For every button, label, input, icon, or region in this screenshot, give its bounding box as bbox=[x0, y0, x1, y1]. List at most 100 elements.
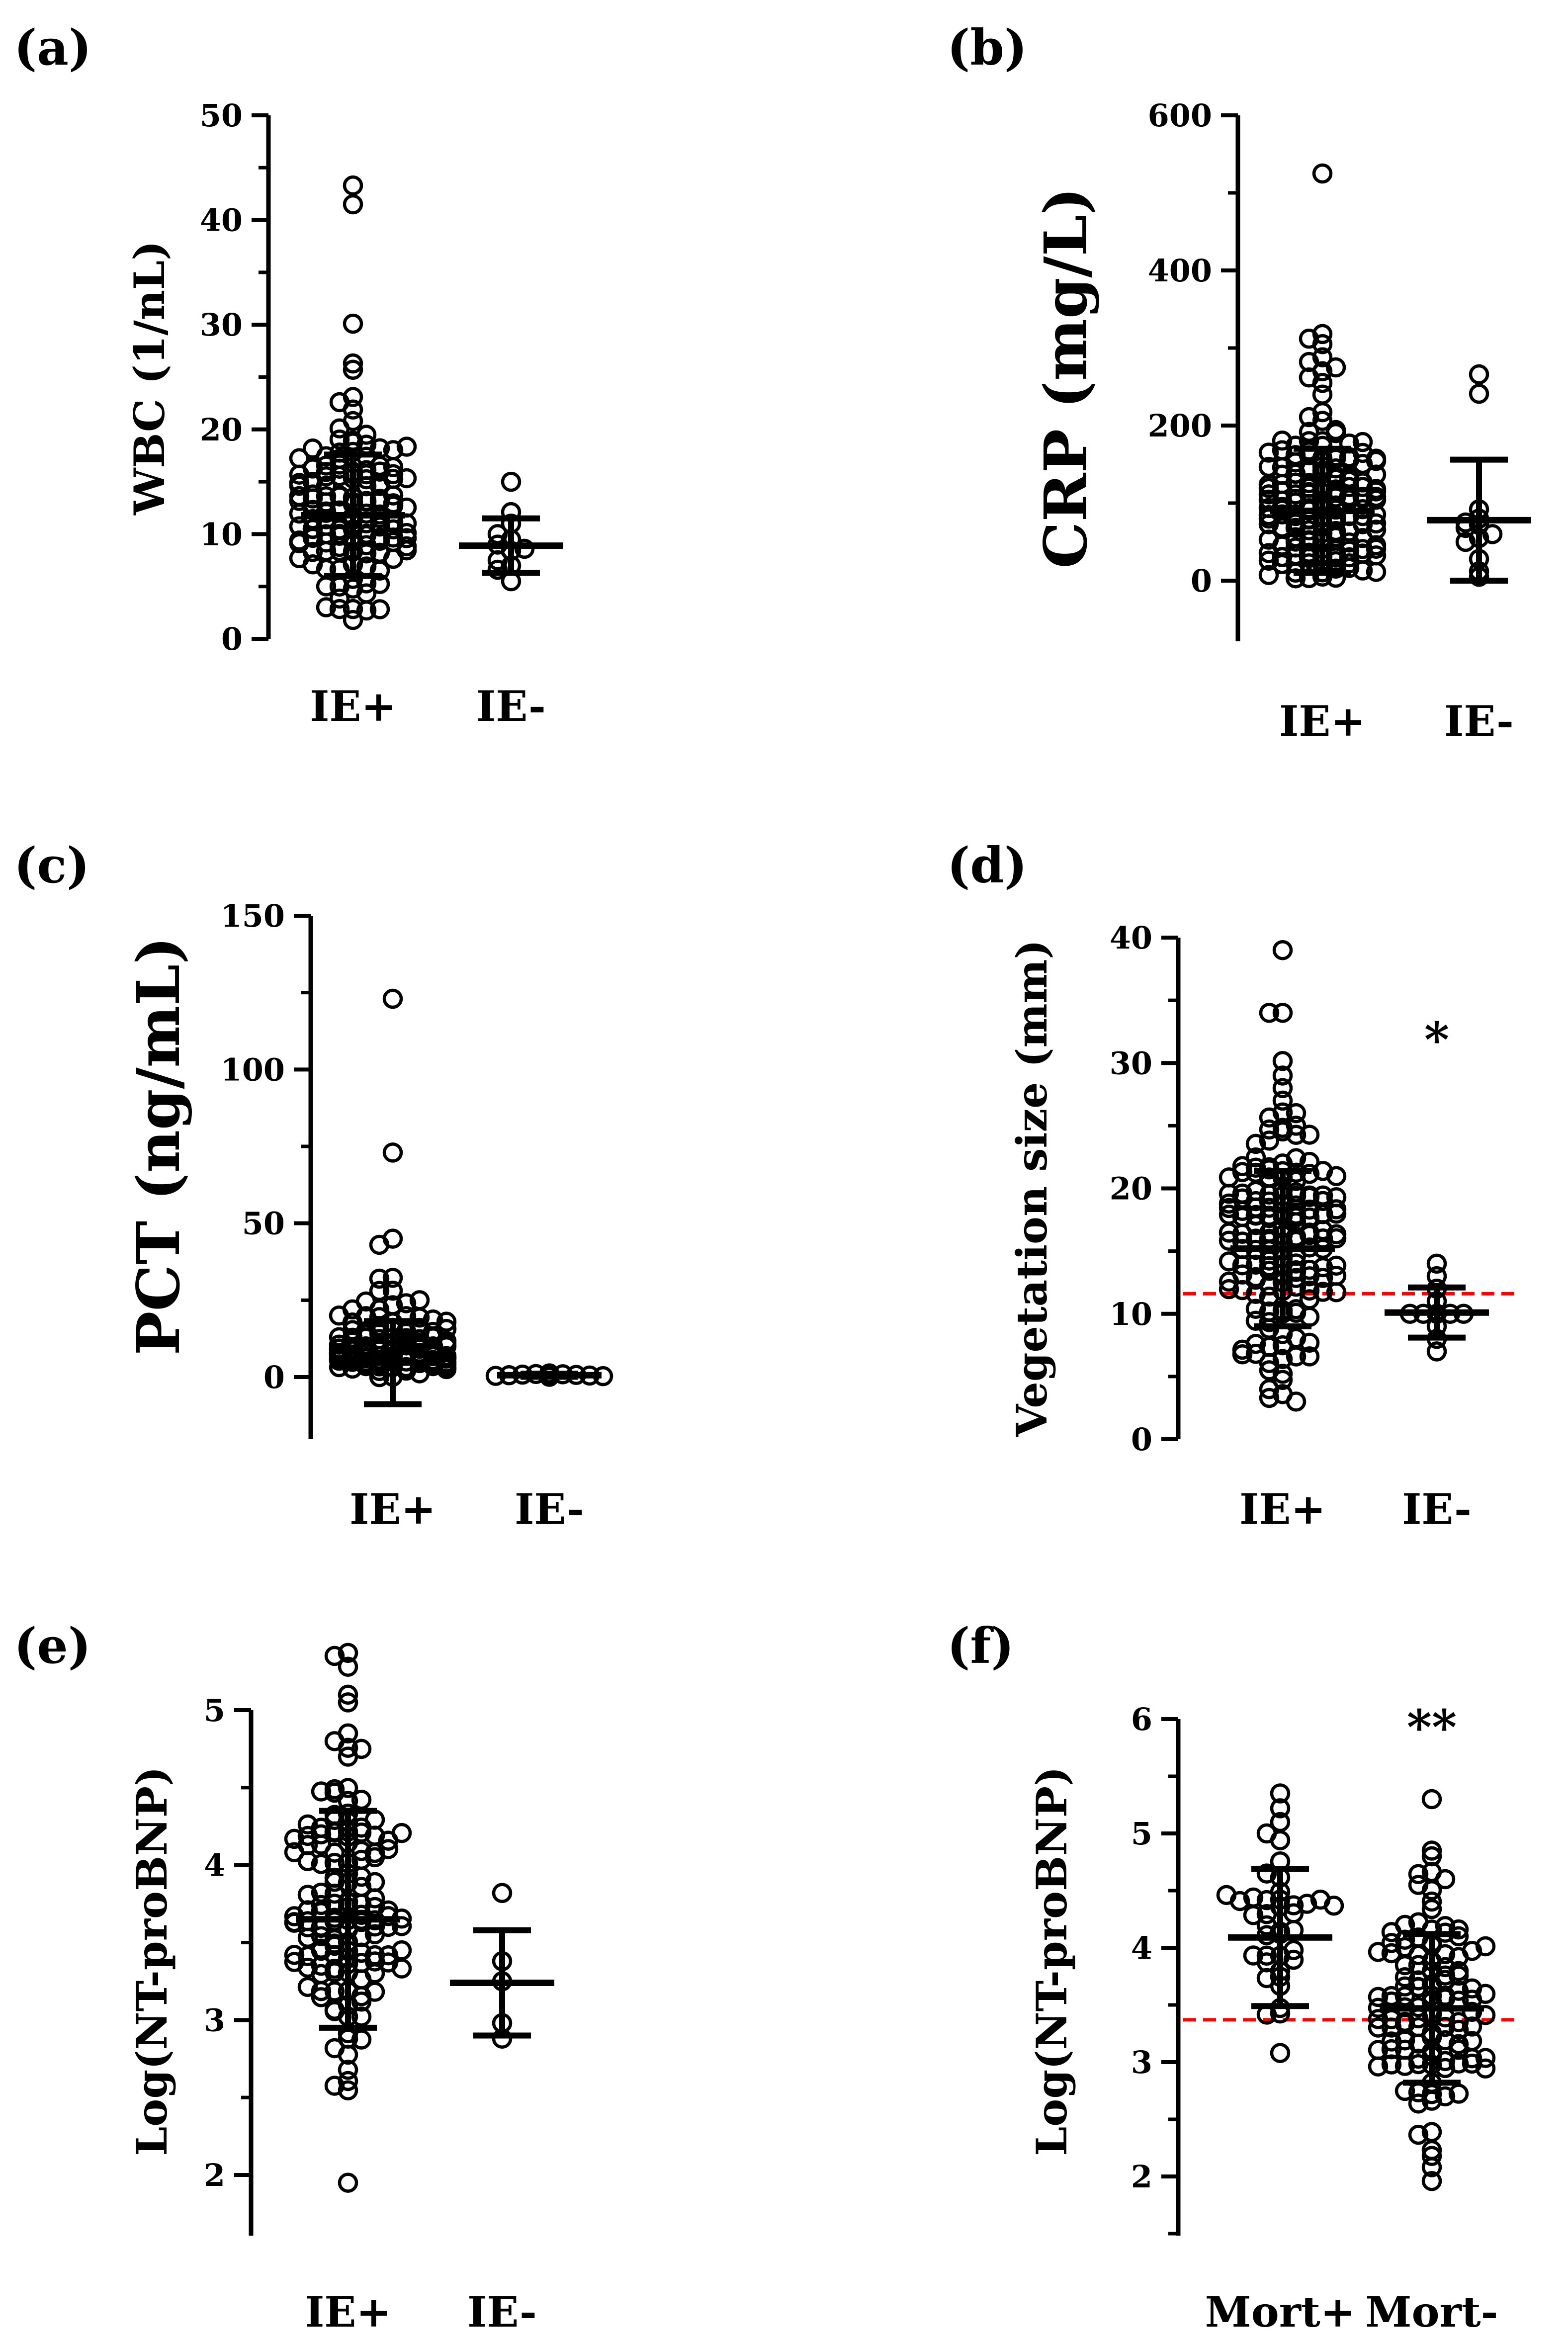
data-point bbox=[1366, 504, 1387, 525]
group-Mort- bbox=[1368, 1789, 1496, 2191]
panel-letter: (a) bbox=[14, 19, 91, 77]
data-point bbox=[1272, 431, 1293, 451]
data-point bbox=[329, 599, 350, 619]
data-point bbox=[1421, 1789, 1442, 1810]
data-point bbox=[1245, 1133, 1266, 1154]
y-tick-label: 0 bbox=[221, 621, 243, 657]
y-tick-label: 0 bbox=[1191, 563, 1212, 599]
y-tick-label: 200 bbox=[1148, 408, 1212, 444]
data-point bbox=[1256, 1904, 1277, 1924]
data-point bbox=[1299, 1199, 1320, 1220]
data-point bbox=[351, 2029, 372, 2050]
data-point bbox=[1232, 1344, 1253, 1365]
data-point bbox=[1232, 1201, 1253, 1221]
data-point bbox=[1421, 1899, 1442, 1919]
data-point bbox=[316, 501, 337, 521]
data-point bbox=[501, 471, 522, 492]
group-IE- bbox=[1385, 1253, 1489, 1362]
group-IE+ bbox=[284, 1643, 412, 2193]
data-point bbox=[1352, 487, 1373, 508]
data-point bbox=[1408, 1864, 1429, 1885]
panel-letter: (f) bbox=[947, 1618, 1014, 1675]
panel-letter: (b) bbox=[947, 19, 1027, 77]
data-point bbox=[369, 1234, 390, 1255]
data-point bbox=[1408, 2124, 1429, 2145]
data-point bbox=[396, 436, 417, 457]
data-point bbox=[364, 1888, 385, 1909]
data-point bbox=[1256, 1823, 1277, 1844]
data-point bbox=[436, 1311, 457, 1332]
data-point bbox=[356, 543, 377, 564]
data-point bbox=[1270, 1783, 1291, 1804]
data-point bbox=[1272, 1078, 1293, 1098]
data-point bbox=[1259, 1107, 1280, 1128]
data-point bbox=[1259, 1388, 1280, 1408]
data-point bbox=[1448, 1965, 1469, 1986]
y-tick-label: 10 bbox=[1110, 1296, 1152, 1332]
data-point bbox=[338, 1684, 358, 1705]
data-point bbox=[302, 488, 323, 509]
data-point bbox=[356, 600, 377, 621]
panel-3: (d) 0 10 20 30 40 Vegetation size (mm) IE+ IE- * bbox=[947, 837, 1521, 1534]
data-point bbox=[1408, 2054, 1429, 2075]
group-IE+ bbox=[1219, 940, 1347, 1412]
data-point bbox=[1258, 442, 1279, 463]
data-point bbox=[1219, 1279, 1239, 1300]
data-point bbox=[1232, 1255, 1253, 1276]
data-point bbox=[1435, 2058, 1456, 2079]
y-tick-label: 0 bbox=[1131, 1421, 1152, 1458]
data-point bbox=[1475, 2005, 1496, 2025]
data-point bbox=[311, 1781, 332, 1802]
data-point bbox=[1421, 2157, 1442, 2177]
data-point bbox=[1286, 1303, 1307, 1323]
data-point bbox=[1368, 2056, 1389, 2077]
data-point bbox=[1462, 2016, 1482, 2037]
data-point bbox=[1259, 1286, 1280, 1307]
data-point bbox=[1408, 1912, 1429, 1933]
data-point bbox=[1435, 1970, 1456, 1990]
panel-letter: (d) bbox=[947, 837, 1027, 894]
data-point bbox=[436, 1346, 457, 1367]
data-point bbox=[1394, 2030, 1415, 2051]
data-point bbox=[1435, 2016, 1456, 2037]
y-tick-label: 5 bbox=[1131, 1816, 1152, 1852]
data-point bbox=[1426, 1253, 1447, 1274]
data-point bbox=[1258, 529, 1279, 550]
data-point bbox=[1285, 463, 1306, 484]
data-point bbox=[1259, 1157, 1280, 1178]
data-point bbox=[343, 175, 363, 196]
data-point bbox=[289, 464, 310, 485]
data-point bbox=[338, 1643, 358, 1663]
y-tick-label: 40 bbox=[200, 202, 243, 239]
data-point bbox=[1421, 1840, 1442, 1861]
data-point bbox=[1352, 432, 1373, 452]
data-point bbox=[1366, 450, 1387, 471]
data-point bbox=[1421, 2146, 1442, 2167]
data-point bbox=[1285, 568, 1306, 589]
data-point bbox=[1312, 1268, 1333, 1288]
data-point bbox=[1258, 550, 1279, 571]
y-tick-label: 2 bbox=[1131, 2159, 1152, 2195]
data-point bbox=[289, 475, 310, 496]
data-point bbox=[343, 359, 363, 380]
data-point bbox=[1256, 1863, 1277, 1884]
data-point bbox=[369, 599, 390, 619]
data-point bbox=[1326, 1255, 1347, 1276]
data-point bbox=[391, 1958, 412, 1979]
panel-1: (b) 0 200 400 600 CRP (mg/L) IE+ IE- bbox=[947, 19, 1531, 746]
group-Mort+ bbox=[1216, 1783, 1344, 2063]
data-point bbox=[1394, 1976, 1415, 1997]
data-point bbox=[1394, 2056, 1415, 2076]
data-point bbox=[1272, 554, 1293, 574]
data-point bbox=[338, 2172, 358, 2193]
data-point bbox=[316, 509, 337, 529]
data-point bbox=[324, 1962, 345, 1983]
data-point bbox=[1283, 1940, 1304, 1960]
data-point bbox=[1394, 1967, 1415, 1988]
data-point bbox=[302, 554, 323, 575]
data-point bbox=[1283, 1895, 1304, 1915]
data-point bbox=[1426, 1341, 1447, 1362]
data-point bbox=[1299, 1164, 1320, 1184]
data-point bbox=[1243, 1905, 1264, 1925]
data-point bbox=[1326, 1204, 1347, 1224]
